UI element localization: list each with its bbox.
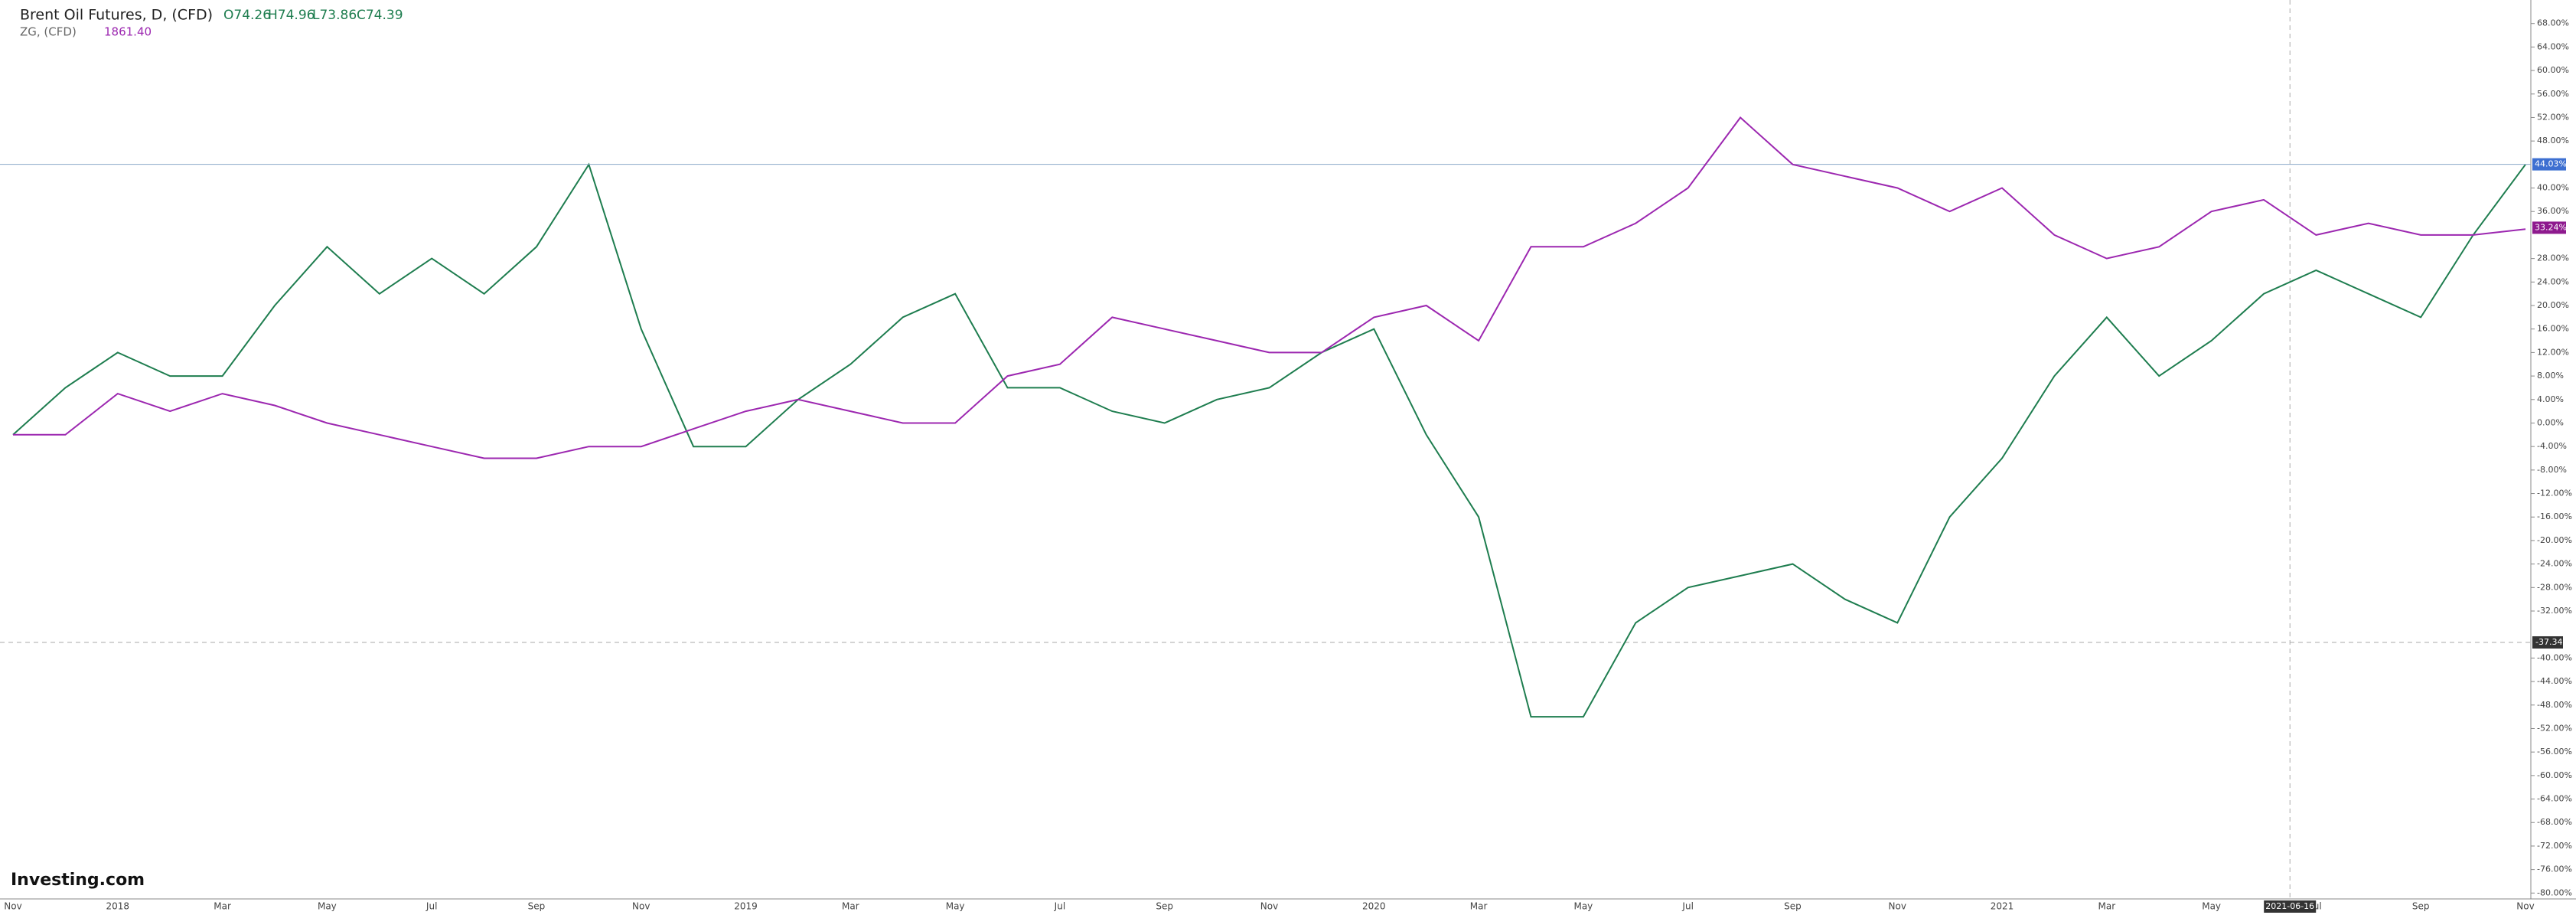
compare-title: ZG, (CFD)	[20, 25, 77, 39]
x-tick-label: Mar	[2098, 901, 2116, 912]
y-tick-label: -60.00%	[2537, 770, 2572, 780]
ohlc-value: L73.86	[312, 8, 357, 23]
crosshair-date: 2021-06-16	[2265, 901, 2314, 911]
x-tick-label: May	[1573, 901, 1593, 912]
y-tick-label: -64.00%	[2537, 794, 2572, 804]
last-value-badge	[2532, 221, 2566, 234]
last-value-label: 44.03%	[2535, 159, 2567, 169]
y-tick-label: 20.00%	[2537, 300, 2569, 310]
y-tick-label: 8.00%	[2537, 371, 2564, 381]
chart-title: Brent Oil Futures, D, (CFD)	[20, 7, 213, 24]
y-tick-label: -24.00%	[2537, 559, 2572, 569]
crosshair-value: -37.34	[2535, 637, 2562, 647]
y-tick-label: -68.00%	[2537, 817, 2572, 827]
y-tick-label: 36.00%	[2537, 206, 2569, 216]
y-tick-label: -72.00%	[2537, 841, 2572, 851]
x-tick-label: 2018	[106, 901, 130, 912]
x-tick-label: Sep	[1784, 901, 1802, 912]
x-tick-label: Nov	[4, 901, 21, 912]
x-tick-label: May	[2202, 901, 2221, 912]
ohlc-value: H74.96	[268, 8, 315, 23]
y-tick-label: -4.00%	[2537, 441, 2567, 451]
compare-price: 1861.40	[104, 25, 152, 39]
y-tick-label: 40.00%	[2537, 183, 2569, 193]
y-tick-label: -40.00%	[2537, 652, 2572, 662]
x-tick-label: Nov	[2516, 901, 2534, 912]
x-tick-label: Mar	[214, 901, 231, 912]
y-tick-label: 12.00%	[2537, 347, 2569, 357]
date-badge	[2264, 900, 2317, 913]
y-tick-label: -56.00%	[2537, 747, 2572, 757]
y-tick-label: 0.00%	[2537, 417, 2564, 427]
x-tick-label: Jul	[426, 901, 437, 912]
x-tick-label: 2020	[1362, 901, 1386, 912]
x-tick-label: May	[946, 901, 965, 912]
y-tick-label: -20.00%	[2537, 535, 2572, 545]
y-tick-label: -80.00%	[2537, 887, 2572, 897]
y-tick-label: -16.00%	[2537, 511, 2572, 521]
x-tick-label: Nov	[1260, 901, 1278, 912]
y-tick-label: -48.00%	[2537, 700, 2572, 710]
y-tick-label: 56.00%	[2537, 89, 2569, 99]
x-tick-label: Sep	[2412, 901, 2430, 912]
x-tick-label: Mar	[842, 901, 859, 912]
brand-logo: Investing.com	[11, 871, 145, 890]
x-tick-label: Nov	[1889, 901, 1906, 912]
x-tick-label: Nov	[632, 901, 650, 912]
y-tick-label: 48.00%	[2537, 136, 2569, 145]
x-tick-label: Jul	[1054, 901, 1065, 912]
ohlc-value: C74.39	[357, 8, 403, 23]
ohlc-value: O74.26	[223, 8, 271, 23]
x-tick-label: 2019	[734, 901, 758, 912]
y-tick-label: -76.00%	[2537, 864, 2572, 874]
x-tick-label: Sep	[528, 901, 546, 912]
last-value-label: 33.24%	[2535, 222, 2567, 232]
y-tick-label: 16.00%	[2537, 324, 2569, 334]
y-tick-label: 52.00%	[2537, 112, 2569, 122]
y-tick-label: 60.00%	[2537, 65, 2569, 75]
x-tick-label: Sep	[1156, 901, 1173, 912]
x-tick-label: Jul	[1681, 901, 1693, 912]
y-tick-label: -28.00%	[2537, 582, 2572, 592]
y-tick-label: 64.00%	[2537, 41, 2569, 51]
y-tick-label: -32.00%	[2537, 606, 2572, 616]
x-tick-label: May	[318, 901, 337, 912]
y-tick-label: -44.00%	[2537, 676, 2572, 686]
y-tick-label: 28.00%	[2537, 253, 2569, 263]
series-line	[13, 116, 2526, 459]
x-tick-label: 2021	[1991, 901, 2014, 912]
last-value-badge	[2532, 158, 2566, 171]
y-tick-label: -8.00%	[2537, 465, 2567, 475]
y-tick-label: 68.00%	[2537, 18, 2569, 28]
y-tick-label: -52.00%	[2537, 723, 2572, 733]
crosshair-badge	[2532, 636, 2563, 649]
x-tick-label: Mar	[1470, 901, 1488, 912]
y-tick-label: 24.00%	[2537, 276, 2569, 286]
series-line	[12, 162, 2526, 718]
y-tick-label: -12.00%	[2537, 489, 2572, 498]
y-tick-label: 4.00%	[2537, 394, 2564, 404]
